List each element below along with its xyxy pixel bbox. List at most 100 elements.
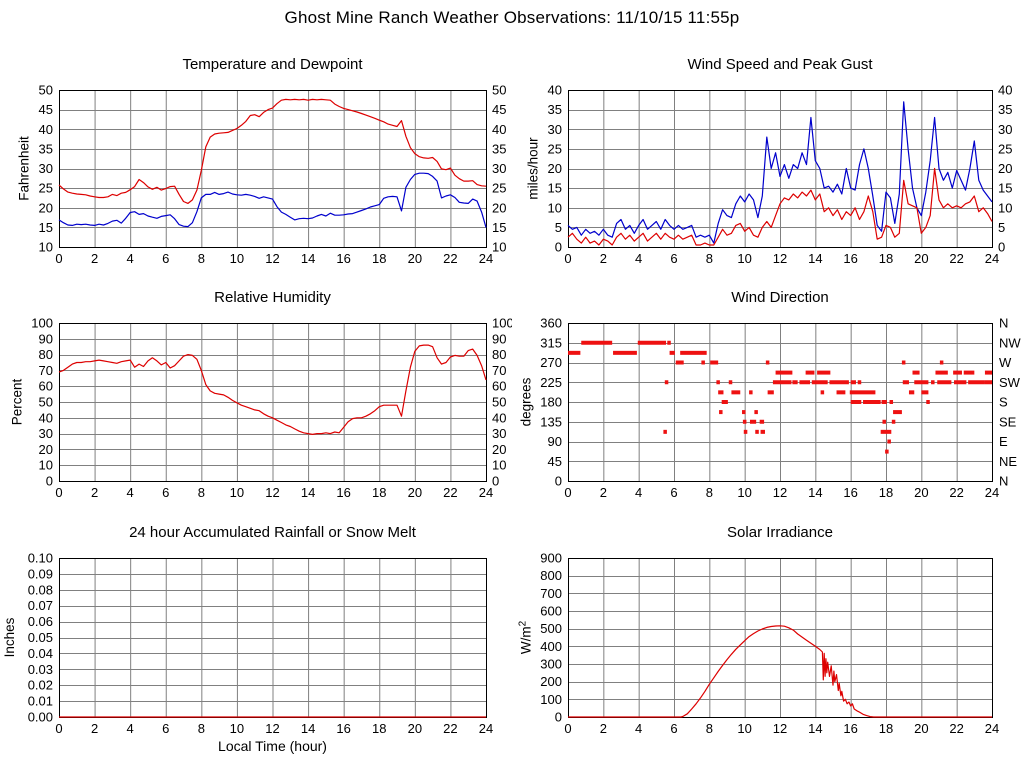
x-tick-label: 20 — [914, 485, 928, 500]
y-tick-label: 25 — [548, 141, 562, 156]
series-dewpoint — [58, 172, 487, 228]
y-tick-label: 20 — [548, 161, 562, 176]
x-tick-label: 0 — [564, 485, 571, 500]
x-tick-label: 10 — [230, 485, 244, 500]
series-peak-gust — [567, 101, 993, 244]
direction-mark — [799, 380, 811, 385]
x-tick-label: 12 — [773, 721, 787, 736]
x-tick-label: 8 — [198, 721, 205, 736]
y-tick-label: 800 — [540, 568, 562, 583]
direction-mark — [954, 380, 967, 385]
direction-mark — [912, 370, 920, 375]
y-tick-label: 60 — [39, 379, 53, 394]
direction-mark — [836, 390, 846, 395]
y-tick-label: 50 — [39, 83, 53, 98]
direction-mark — [759, 419, 765, 424]
direction-mark — [984, 380, 992, 385]
y-tick-label: 180 — [540, 395, 562, 410]
x-tick-label: 6 — [162, 721, 169, 736]
y-tick-label-right: 70 — [492, 363, 506, 378]
direction-mark — [710, 360, 719, 365]
x-tick-label: 6 — [162, 251, 169, 266]
y-tick-label-right: 60 — [492, 379, 506, 394]
gridlines — [59, 558, 487, 718]
x-tick-label: 16 — [843, 251, 857, 266]
y-tick-label-right: 40 — [492, 410, 506, 425]
x-tick-label: 8 — [706, 251, 713, 266]
gridlines — [568, 558, 993, 718]
chart-title-wind-direction: Wind Direction — [731, 289, 829, 306]
compass-label: NW — [999, 335, 1021, 350]
x-tick-label: 14 — [301, 251, 315, 266]
series-temperature — [58, 98, 487, 204]
direction-mark — [891, 419, 896, 424]
y-tick-label-right: 0 — [492, 474, 499, 489]
x-tick-label: 6 — [162, 485, 169, 500]
direction-mark — [719, 410, 723, 415]
x-tick-label: 12 — [773, 485, 787, 500]
y-tick-label: 30 — [548, 122, 562, 137]
y-tick-label-right: 40 — [998, 83, 1012, 98]
direction-mark — [775, 370, 793, 375]
y-tick-label: 500 — [540, 621, 562, 636]
y-tick-label: 30 — [39, 426, 53, 441]
x-tick-label: 16 — [336, 485, 350, 500]
x-tick-label: 2 — [91, 485, 98, 500]
y-tick-label: 0 — [555, 710, 562, 725]
x-tick-label: 14 — [301, 485, 315, 500]
x-tick-label: 4 — [635, 251, 642, 266]
y-tick-label: 400 — [540, 639, 562, 654]
x-tick-label: 24 — [985, 485, 999, 500]
y-tick-label: 40 — [39, 122, 53, 137]
y-tick-label-right: 20 — [998, 161, 1012, 176]
direction-mark — [767, 390, 774, 395]
x-tick-label: 20 — [914, 721, 928, 736]
y-tick-label: 30 — [39, 161, 53, 176]
x-tick-label: 18 — [879, 251, 893, 266]
x-tick-label: 20 — [408, 721, 422, 736]
x-tick-label: 8 — [706, 485, 713, 500]
compass-label: E — [999, 434, 1008, 449]
direction-mark — [850, 380, 856, 385]
y-tick-label: 10 — [548, 200, 562, 215]
plot-frame — [59, 323, 487, 482]
plot-frame — [568, 323, 993, 482]
direction-mark — [772, 380, 792, 385]
direction-mark — [881, 400, 887, 404]
plot-frame — [59, 90, 487, 248]
y-tick-label-right: 15 — [998, 181, 1012, 196]
y-tick-label: 0.06 — [28, 614, 53, 629]
direction-mark — [675, 360, 684, 365]
x-tick-label: 24 — [479, 721, 493, 736]
x-tick-label: 18 — [372, 485, 386, 500]
x-tick-label: 2 — [600, 721, 607, 736]
x-tick-label: 24 — [985, 251, 999, 266]
y-tick-label-right: 35 — [492, 141, 506, 156]
y-axis-label: Inches — [2, 617, 17, 657]
x-tick-label: 4 — [635, 721, 642, 736]
y-tick-label-right: 10 — [492, 240, 506, 255]
direction-mark — [939, 360, 944, 365]
y-tick-label-right: 20 — [492, 442, 506, 457]
chart-title-solar-irradiance: Solar Irradiance — [727, 524, 833, 541]
y-tick-label: 40 — [39, 410, 53, 425]
y-tick-label-right: 45 — [492, 102, 506, 117]
y-tick-label: 5 — [555, 220, 562, 235]
direction-mark — [829, 380, 849, 385]
y-tick-label: 0.04 — [28, 646, 53, 661]
y-tick-label-right: 15 — [492, 220, 506, 235]
y-tick-label-right: 50 — [492, 83, 506, 98]
y-tick-label: 225 — [540, 375, 562, 390]
direction-mark — [718, 390, 724, 395]
compass-label: N — [999, 474, 1008, 489]
y-tick-label: 50 — [39, 395, 53, 410]
direction-mark — [968, 380, 985, 385]
compass-label: SE — [999, 414, 1017, 429]
y-tick-label: 0.07 — [28, 598, 53, 613]
x-tick-label: 22 — [949, 251, 963, 266]
x-tick-label: 2 — [600, 485, 607, 500]
direction-mark — [637, 340, 667, 345]
plot-frame — [568, 558, 993, 718]
series-wind-speed — [567, 167, 993, 246]
